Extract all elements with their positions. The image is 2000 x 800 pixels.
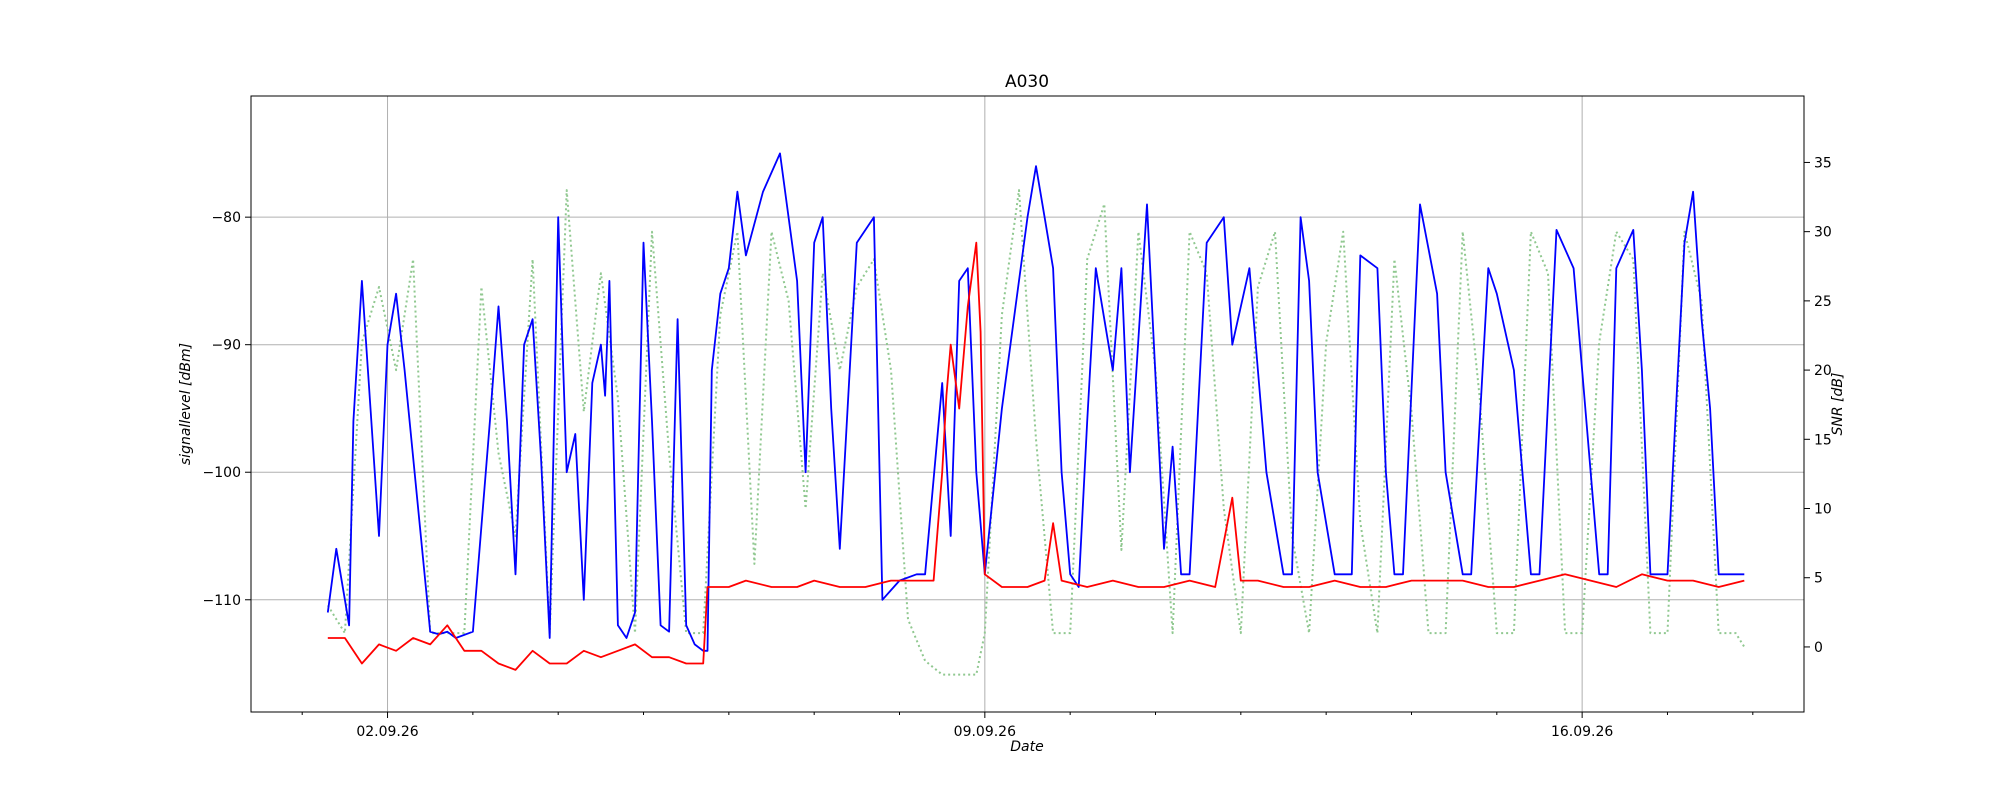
y-tick-label: −110 [203, 593, 241, 609]
y2-axis-label: SNR [dB] [1830, 373, 1846, 436]
y2-tick-label: 35 [1814, 155, 1832, 171]
grid-lines [251, 96, 1804, 712]
series-signal-line [326, 152, 1745, 652]
chart-title: A030 [1005, 72, 1049, 92]
x-tick-label: 16.09.26 [1551, 724, 1613, 740]
y2-tick-label: 20 [1814, 363, 1832, 379]
y-tick-label: −90 [211, 338, 241, 354]
series-snr-line [326, 189, 1746, 676]
series-noise-line [327, 241, 1745, 671]
x-axis-label: Date [1010, 739, 1043, 755]
series-layer [326, 152, 1746, 676]
x-tick-label: 09.09.26 [954, 724, 1016, 740]
y2-tick-label: 10 [1814, 502, 1832, 518]
y2-tick-label: 30 [1814, 225, 1832, 241]
y2-tick-label: 5 [1814, 571, 1823, 587]
y-tick-label: −100 [203, 465, 241, 481]
y-axis-label: signallevel [dBm] [178, 343, 194, 465]
y-tick-label: −80 [211, 210, 241, 226]
y2-tick-label: 25 [1814, 294, 1832, 310]
y2-tick-label: 15 [1814, 432, 1832, 448]
x-tick-label: 02.09.26 [356, 724, 418, 740]
y2-tick-label: 0 [1814, 640, 1823, 656]
axes: 02.09.26 09.09.26 16.09.26 −80 −90 −100 −110 35… [203, 155, 1832, 740]
plot-frame [250, 95, 1805, 713]
